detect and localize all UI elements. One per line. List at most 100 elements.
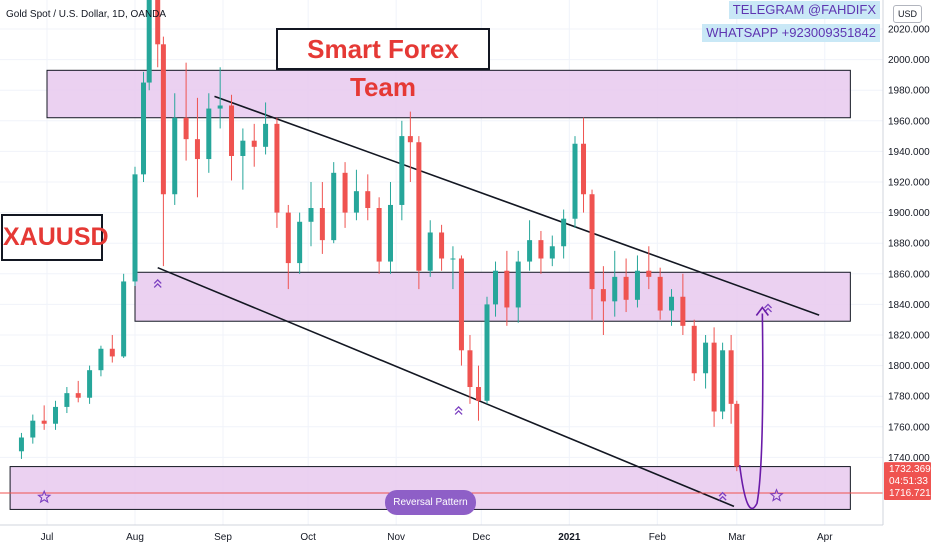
candle-body: [109, 348, 115, 357]
telegram-contact: TELEGRAM @FAHDIFX: [728, 1, 880, 19]
candle-body: [319, 208, 325, 241]
candle: [251, 123, 257, 167]
candle-body: [703, 342, 709, 374]
reversal-pattern-label: Reversal Pattern: [385, 490, 476, 515]
candle-body: [387, 204, 393, 262]
candle-body: [561, 218, 567, 247]
candle-body: [669, 296, 675, 311]
candle: [376, 197, 382, 274]
chevron: [454, 410, 463, 415]
currency-button[interactable]: USD: [893, 5, 922, 23]
x-tick-label: Mar: [728, 532, 746, 543]
candle-body: [450, 258, 456, 260]
candle-body: [365, 191, 371, 209]
y-tick-label: 1860.000: [888, 269, 930, 280]
candle: [30, 414, 36, 444]
candle-body: [53, 406, 59, 424]
x-tick-label: Feb: [649, 532, 667, 543]
trendline: [157, 266, 735, 508]
candle-body: [720, 350, 726, 412]
candle-body: [680, 296, 686, 326]
candle-body: [475, 387, 481, 401]
candle: [229, 94, 235, 181]
star-icon: [769, 488, 784, 502]
candle: [467, 335, 473, 404]
candle-body: [376, 208, 382, 262]
candle-body: [504, 270, 510, 308]
candle: [439, 224, 445, 271]
x-tick-label: 2021: [558, 532, 581, 543]
trendline: [214, 95, 820, 316]
candle: [484, 296, 490, 404]
price-zones: [9, 69, 851, 510]
candle: [342, 162, 348, 228]
candle: [387, 182, 393, 274]
candle-body: [141, 82, 147, 175]
candle-body: [30, 420, 36, 438]
candle: [728, 335, 734, 424]
x-tick-label: Aug: [126, 532, 144, 543]
candle-body: [155, 0, 161, 45]
reversal-arrow-group: [738, 306, 769, 510]
candle: [549, 235, 555, 267]
candle: [87, 365, 93, 404]
candle-body: [549, 246, 555, 259]
candle: [450, 246, 456, 290]
candle-body: [484, 304, 490, 401]
candle: [206, 93, 212, 173]
brand-title: Smart Forex Team: [276, 28, 490, 102]
candle-body: [458, 258, 464, 351]
candle-body: [263, 123, 269, 147]
candle: [172, 93, 178, 205]
candle: [600, 266, 606, 335]
candle: [297, 212, 303, 274]
chart-title: Gold Spot / U.S. Dollar, 1D, OANDA: [6, 9, 167, 20]
candle: [680, 273, 686, 335]
y-tick-label: 1840.000: [888, 300, 930, 311]
candle: [274, 117, 280, 228]
candle-body: [160, 44, 166, 195]
candle: [308, 182, 314, 247]
candle: [623, 258, 629, 313]
candle-body: [87, 370, 93, 398]
candle-body: [515, 261, 521, 308]
candle: [18, 432, 24, 459]
price-label-countdown: 04:51:33: [889, 476, 928, 487]
candle-body: [646, 270, 652, 277]
markers: [37, 279, 784, 504]
candle-body: [416, 142, 422, 271]
trendlines: [157, 95, 820, 508]
candle-body: [427, 232, 433, 271]
y-tick-label: 1800.000: [888, 361, 930, 372]
candle: [703, 335, 709, 389]
x-tick-label: Apr: [817, 532, 833, 543]
x-tick-label: Oct: [300, 532, 316, 543]
price-label-value: 1732.369: [889, 464, 931, 475]
candle: [734, 400, 740, 472]
y-axis: 1740.000 1760.000 1780.000 1800.000 1820.000…: [882, 0, 930, 525]
candle: [183, 62, 189, 161]
candle-body: [734, 403, 740, 467]
candle: [527, 220, 533, 271]
chevron: [718, 491, 727, 497]
candle-body: [407, 136, 413, 143]
candle-body: [98, 348, 104, 371]
candle: [581, 117, 587, 213]
candle-body: [251, 140, 257, 147]
symbol-label: XAUUSD: [1, 214, 109, 261]
candle: [41, 405, 47, 430]
candle: [538, 230, 544, 274]
double-chevron-up-icon: [454, 406, 463, 415]
chevron: [153, 283, 162, 288]
reversal-arrow: [738, 313, 764, 510]
candle: [217, 67, 223, 129]
candle: [53, 400, 59, 430]
candle: [331, 162, 337, 244]
double-chevron-up-icon: [718, 491, 727, 501]
candle-body: [229, 105, 235, 156]
candle: [458, 255, 464, 366]
candle-body: [657, 276, 663, 311]
candle: [572, 136, 578, 228]
